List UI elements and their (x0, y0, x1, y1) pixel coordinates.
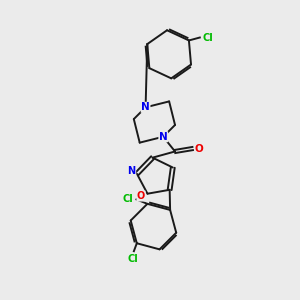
Text: N: N (128, 166, 136, 176)
Text: N: N (141, 102, 150, 112)
Text: O: O (195, 143, 203, 154)
Text: N: N (159, 132, 168, 142)
Text: Cl: Cl (127, 254, 138, 264)
Text: Cl: Cl (122, 194, 133, 204)
Text: O: O (137, 191, 145, 201)
Text: Cl: Cl (203, 32, 213, 43)
